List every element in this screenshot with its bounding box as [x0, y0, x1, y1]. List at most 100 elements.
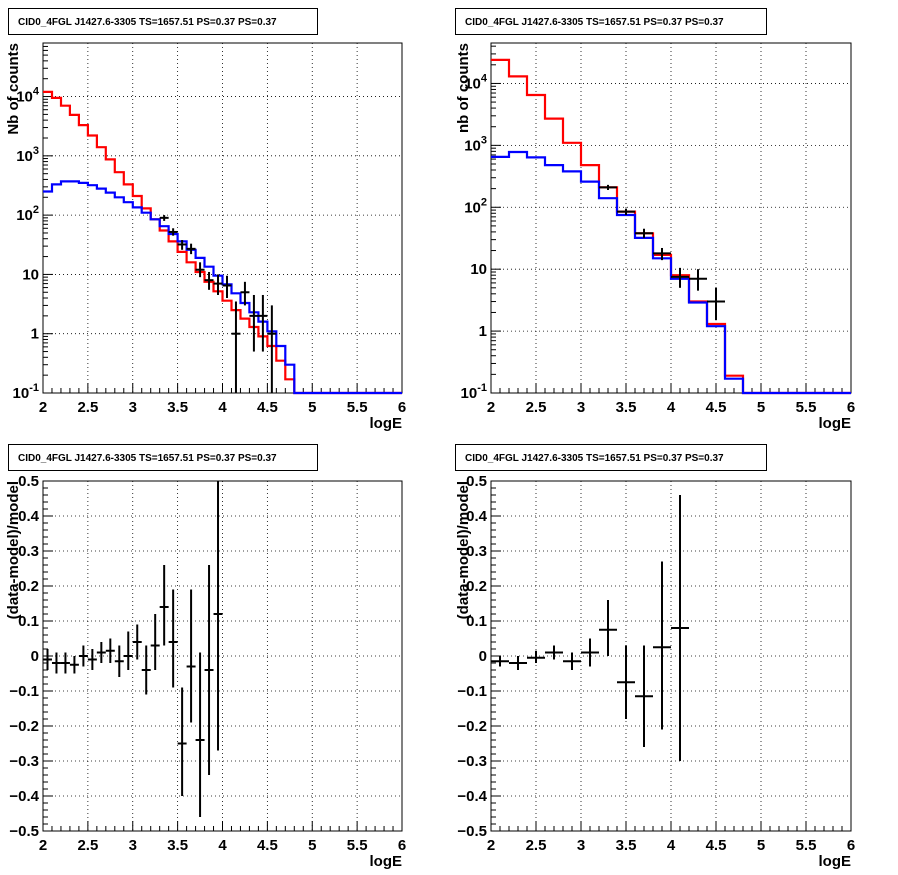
y-tick-label: −0.2: [457, 718, 487, 735]
y-tick-label: −0.2: [9, 718, 39, 735]
y-tick-exponent: 2: [33, 204, 39, 216]
x-tick-label: 2: [487, 837, 495, 854]
data-point: [267, 305, 277, 393]
y-tick-base: 10: [13, 385, 30, 402]
y-tick-label: 0.1: [466, 613, 487, 630]
y-tick-label: 104: [16, 86, 40, 106]
series-data-points: [599, 184, 725, 321]
chart-panel-1: CID0_4FGL J1427.6-3305 TS=1657.51 PS=0.3…: [5, 8, 406, 432]
data-point: [581, 638, 599, 667]
data-point: [222, 275, 232, 299]
x-tick-label: 4: [218, 837, 227, 854]
chart-title-box: CID0_4FGL J1427.6-3305 TS=1657.51 PS=0.3…: [8, 444, 318, 471]
data-point: [177, 687, 187, 796]
x-tick-label: 2: [39, 399, 47, 416]
y-ticks: [491, 45, 501, 394]
x-tick-label: 6: [398, 837, 406, 854]
y-tick-label: 0: [479, 648, 487, 665]
series-data-points: [43, 481, 223, 817]
chart-title: CID0_4FGL J1427.6-3305 TS=1657.51 PS=0.3…: [18, 453, 277, 464]
x-tick-label: 6: [847, 837, 855, 854]
data-point: [213, 481, 223, 751]
y-tick-base: 10: [464, 199, 481, 216]
series-data-points: [491, 495, 689, 761]
y-tick-label: 10-1: [13, 382, 39, 402]
x-axis-label: logE: [819, 853, 852, 870]
data-point: [105, 638, 115, 663]
data-point: [195, 262, 205, 278]
data-point: [635, 228, 653, 238]
data-point: [132, 624, 142, 660]
x-axis-label: logE: [819, 415, 852, 432]
x-ticks: [490, 383, 852, 393]
data-point: [617, 208, 635, 216]
y-tick-label: 103: [464, 134, 487, 154]
y-tick-exponent: 4: [481, 72, 488, 84]
y-tick-exponent: -1: [29, 382, 39, 394]
y-tick-label: −0.3: [9, 753, 39, 770]
data-point: [635, 645, 653, 747]
series-2: [491, 150, 851, 395]
y-tick-label: 102: [464, 196, 487, 216]
data-point: [509, 656, 527, 670]
data-point: [213, 274, 223, 295]
x-tick-label: 3.5: [167, 837, 188, 854]
x-tick-label: 5: [308, 837, 316, 854]
y-tick-label: 1: [31, 326, 39, 343]
x-tick-label: 4: [667, 837, 676, 854]
x-ticks: [490, 821, 852, 831]
x-tick-label: 3.5: [616, 399, 637, 416]
y-tick-exponent: 3: [481, 134, 487, 146]
data-point: [96, 642, 106, 663]
y-axis-label: nb of counts: [455, 43, 472, 133]
y-tick-base: 10: [16, 148, 33, 165]
y-ticks: [43, 42, 53, 394]
x-tick-label: 5.5: [347, 399, 368, 416]
data-point: [231, 301, 241, 393]
data-point: [249, 294, 259, 352]
grid: [491, 481, 851, 831]
data-point: [599, 184, 617, 191]
y-tick-label: 1: [479, 323, 487, 340]
data-point: [114, 645, 124, 677]
y-tick-label: −0.3: [457, 753, 487, 770]
chart-title-frame: [8, 444, 318, 471]
x-tick-label: 3.5: [616, 837, 637, 854]
chart-title-frame: [455, 444, 767, 471]
data-point: [69, 656, 79, 674]
data-point: [527, 650, 545, 663]
chart-title: CID0_4FGL J1427.6-3305 TS=1657.51 PS=0.3…: [465, 17, 724, 28]
x-tick-label: 5.5: [796, 837, 817, 854]
x-tick-label: 2.5: [526, 837, 547, 854]
y-tick-label: 104: [464, 72, 488, 92]
data-point: [491, 656, 509, 667]
y-ticks: [491, 480, 501, 832]
chart-title-box: CID0_4FGL J1427.6-3305 TS=1657.51 PS=0.3…: [455, 444, 767, 471]
data-point: [150, 614, 160, 670]
x-tick-label: 2: [39, 837, 47, 854]
chart-title-frame: [455, 8, 767, 35]
y-ticks: [43, 480, 53, 832]
y-tick-label: −0.4: [9, 788, 39, 805]
x-tick-label: 3.5: [167, 399, 188, 416]
x-tick-label: 3: [577, 837, 585, 854]
series-2: [43, 180, 402, 395]
data-point: [204, 271, 214, 290]
x-tick-label: 4.5: [706, 837, 727, 854]
data-point: [51, 652, 61, 674]
y-tick-label: 10: [470, 261, 487, 278]
series-data-points: [159, 215, 277, 393]
x-tick-label: 2.5: [77, 837, 98, 854]
y-tick-label: 0.1: [18, 613, 39, 630]
x-tick-label: 3: [129, 399, 137, 416]
data-point: [671, 495, 689, 761]
chart-title-frame: [8, 8, 318, 35]
x-tick-label: 5.5: [796, 399, 817, 416]
data-point: [168, 589, 178, 688]
data-point: [545, 645, 563, 660]
data-point: [195, 652, 205, 817]
chart-title-box: CID0_4FGL J1427.6-3305 TS=1657.51 PS=0.3…: [8, 8, 318, 35]
y-tick-label: 10-1: [461, 382, 487, 402]
data-point: [653, 247, 671, 261]
